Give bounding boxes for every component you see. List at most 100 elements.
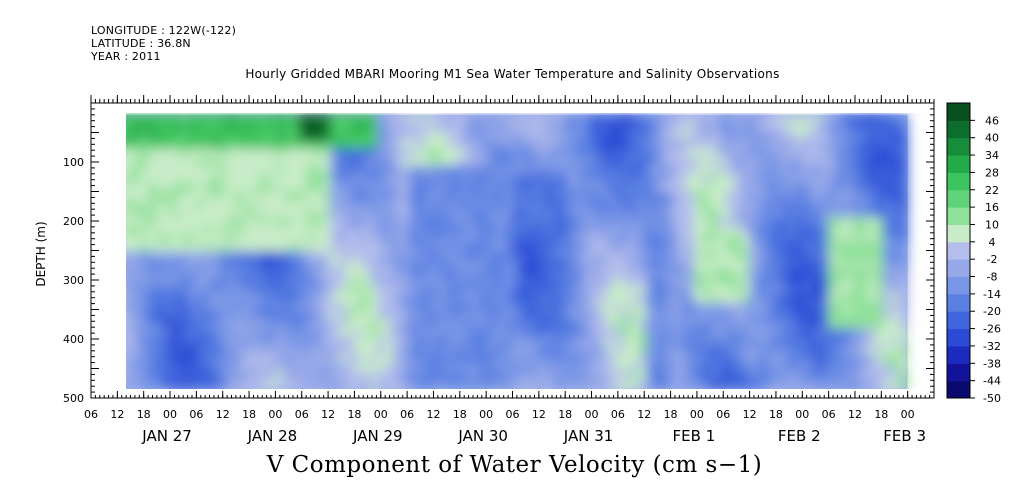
- heatmap-cell: [559, 260, 569, 270]
- heatmap-cell: [211, 302, 221, 313]
- heatmap-cell: [512, 182, 521, 193]
- heatmap-cell: [867, 320, 877, 330]
- heatmap-cell: [425, 354, 434, 364]
- heatmap-cell: [899, 337, 909, 347]
- heatmap-cell: [369, 182, 379, 193]
- heatmap-cell: [274, 337, 284, 347]
- heatmap-cell: [211, 268, 221, 279]
- heatmap-cell: [591, 157, 600, 167]
- heatmap-cell: [646, 191, 656, 202]
- heatmap-cell: [559, 371, 569, 382]
- heatmap-cell: [346, 320, 355, 330]
- heatmap-cell: [219, 362, 229, 373]
- heatmap-cell: [583, 122, 593, 133]
- heatmap-cell: [432, 122, 442, 133]
- heatmap-cell: [875, 182, 885, 193]
- heatmap-cell: [630, 251, 640, 262]
- heatmap-cell: [448, 362, 458, 373]
- heatmap-cell: [654, 165, 664, 176]
- heatmap-cell: [820, 208, 830, 219]
- heatmap-cell: [836, 174, 845, 184]
- colorbar-label: 28: [985, 166, 999, 179]
- colorbar-label: -20: [983, 305, 1001, 318]
- heatmap-cell: [377, 362, 387, 373]
- heatmap-cell: [440, 285, 450, 296]
- heatmap-cell: [227, 277, 237, 287]
- heatmap-cell: [377, 251, 387, 262]
- heatmap-cell: [322, 157, 332, 167]
- heatmap-cell: [662, 114, 672, 124]
- heatmap-cell: [251, 225, 261, 236]
- heatmap-cell: [480, 337, 490, 347]
- heatmap-cell: [867, 345, 877, 356]
- heatmap-cell: [851, 148, 861, 159]
- heatmap-cell: [843, 302, 853, 313]
- heatmap-cell: [219, 191, 229, 202]
- heatmap-cell: [709, 277, 719, 287]
- heatmap-cell: [772, 328, 782, 339]
- heatmap-cell: [646, 148, 656, 159]
- heatmap-cell: [804, 294, 814, 304]
- heatmap-cell: [369, 217, 379, 227]
- heatmap-cell: [156, 311, 166, 322]
- heatmap-cell: [725, 285, 735, 296]
- heatmap-cell: [369, 277, 379, 287]
- heatmap-cell: [385, 217, 395, 227]
- heatmap-cell: [464, 311, 474, 322]
- heatmap-cell: [385, 191, 395, 202]
- heatmap-cell: [338, 191, 348, 202]
- heatmap-cell: [851, 277, 861, 287]
- heatmap-cell: [638, 328, 648, 339]
- heatmap-cell: [559, 114, 569, 124]
- heatmap-cell: [126, 311, 134, 322]
- heatmap-cell: [480, 362, 490, 373]
- heatmap-cell: [717, 114, 727, 124]
- heatmap-cell: [298, 268, 308, 279]
- heatmap-cell: [733, 337, 743, 347]
- heatmap-cell: [527, 157, 537, 167]
- heatmap-cell: [685, 191, 695, 202]
- heatmap-cell: [891, 294, 901, 304]
- heatmap-cell: [290, 234, 300, 244]
- heatmap-cell: [140, 285, 150, 296]
- heatmap-cell: [662, 302, 672, 313]
- heatmap-cell: [875, 285, 885, 296]
- heatmap-cell: [164, 260, 174, 270]
- heatmap-cell: [298, 114, 308, 124]
- heatmap-cell: [851, 337, 861, 347]
- heatmap-cell: [267, 140, 276, 150]
- heatmap-cell: [559, 234, 569, 244]
- heatmap-cell: [780, 302, 790, 313]
- heatmap-cell: [259, 242, 269, 253]
- heatmap-cell: [749, 191, 758, 202]
- heatmap-cell: [685, 285, 695, 296]
- heatmap-cell: [606, 251, 616, 262]
- heatmap-cell: [654, 362, 664, 373]
- heatmap-cell: [243, 251, 253, 262]
- heatmap-cell: [488, 268, 498, 279]
- heatmap-cell: [417, 311, 427, 322]
- heatmap-cell: [322, 302, 332, 313]
- heatmap-cell: [519, 208, 529, 219]
- heatmap-cell: [891, 131, 901, 142]
- heatmap-cell: [472, 217, 482, 227]
- heatmap-cell: [417, 182, 427, 193]
- heatmap-cell: [583, 260, 593, 270]
- heatmap-cell: [117, 174, 126, 184]
- heatmap-cell: [235, 285, 245, 296]
- heatmap-cell: [472, 174, 482, 184]
- heatmap-cell: [346, 182, 355, 193]
- heatmap-cell: [211, 277, 221, 287]
- heatmap-cell: [788, 174, 798, 184]
- heatmap-cell: [756, 234, 766, 244]
- heatmap-cell: [662, 131, 672, 142]
- heatmap-cell: [187, 234, 197, 244]
- heatmap-cell: [338, 148, 348, 159]
- heatmap-cell: [638, 131, 648, 142]
- heatmap-cell: [440, 277, 450, 287]
- heatmap-cell: [709, 157, 719, 167]
- heatmap-cell: [314, 260, 324, 270]
- heatmap-cell: [630, 165, 640, 176]
- heatmap-cell: [575, 260, 585, 270]
- heatmap-cell: [788, 277, 798, 287]
